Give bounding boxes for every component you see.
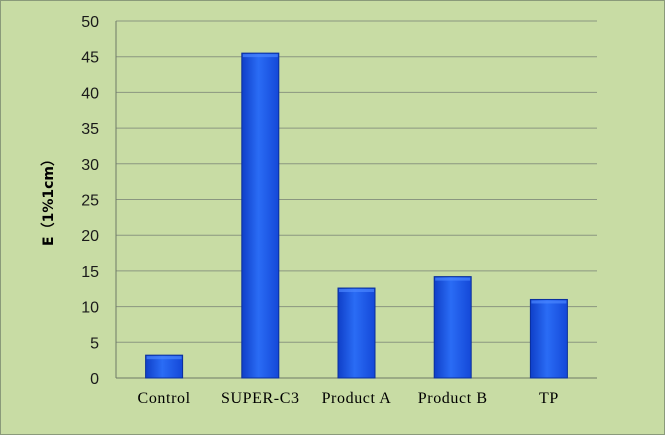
bar-highlight bbox=[146, 356, 182, 360]
y-tick-label: 20 bbox=[81, 228, 99, 245]
y-tick-label: 0 bbox=[90, 371, 99, 388]
bar bbox=[529, 298, 568, 379]
gridlines bbox=[116, 20, 597, 343]
y-tick-label: 15 bbox=[81, 264, 99, 281]
bar bbox=[337, 287, 376, 379]
bars bbox=[145, 52, 568, 379]
x-tick-label: SUPER-C3 bbox=[221, 390, 300, 407]
y-tick-label: 45 bbox=[81, 50, 99, 67]
x-tick-label: Product A bbox=[322, 390, 392, 407]
y-tick-label: 35 bbox=[81, 121, 99, 138]
bar bbox=[241, 52, 280, 379]
y-tick-label: 30 bbox=[81, 157, 99, 174]
y-tick-label: 10 bbox=[81, 300, 99, 317]
x-tick-label: Product B bbox=[418, 390, 488, 407]
y-axis-label: E（1%1cm） bbox=[41, 152, 57, 246]
x-tick-label: TP bbox=[539, 390, 559, 407]
bar-highlight bbox=[531, 300, 567, 304]
y-tick-label: 40 bbox=[81, 85, 99, 102]
y-tick-label: 50 bbox=[81, 14, 99, 31]
x-tick-label: Control bbox=[138, 390, 191, 407]
tick-labels: 0 5 10 15 20 25 30 35 40 45 50 Control SUPER-C3 Produ… bbox=[81, 14, 559, 407]
bar-highlight bbox=[339, 289, 374, 293]
bar-highlight bbox=[435, 277, 471, 281]
bar-highlight bbox=[242, 54, 278, 58]
y-tick-label: 25 bbox=[81, 193, 99, 210]
bar bbox=[145, 354, 184, 379]
bar bbox=[433, 276, 472, 379]
y-tick-label: 5 bbox=[90, 335, 99, 352]
